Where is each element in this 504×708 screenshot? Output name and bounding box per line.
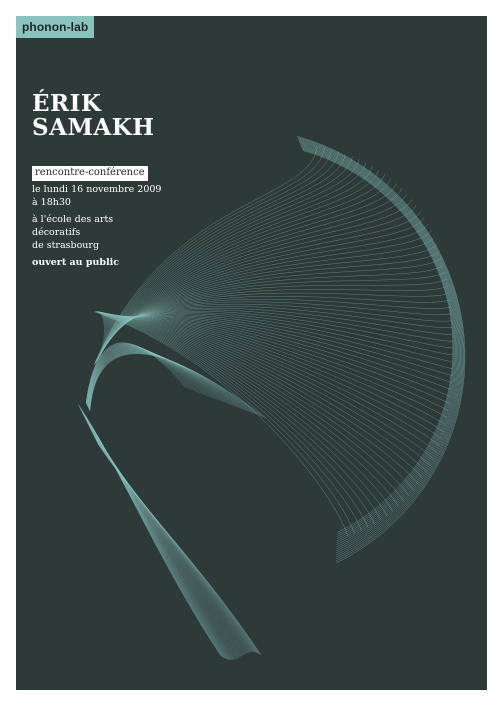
fan-rim-line [300,145,458,543]
fan-rim-line [298,138,463,558]
fan-line [99,193,408,355]
ribbon-line [97,443,262,656]
fan-rim-line [301,147,456,539]
fan-rim-line [297,136,466,564]
fan-line [95,153,346,364]
fan-line [95,151,339,364]
fan-rim-line [300,144,458,546]
fan-line [100,312,427,473]
fan-rim-line [302,149,454,535]
brand-logo: phonon-lab [16,16,95,38]
fan-rim-line [302,148,455,537]
event-access: ouvert au public [32,257,120,268]
fan-line [95,156,353,363]
fan-line [94,311,355,534]
fan-line [98,183,397,357]
fan-line [100,217,425,351]
fan-line [93,146,318,366]
fan-line [95,311,369,528]
fan-line [102,315,444,432]
event-date: le lundi 16 novembre 2009 à 18h30 [32,183,161,209]
ribbon-line [90,428,246,655]
fan-line [99,312,419,485]
fan-rim-line [298,139,462,556]
fan-line [98,311,410,497]
poster: phonon-lab ÉRIK SAMAKH rencontre-confére… [16,16,487,690]
fan-rim-line [297,137,464,560]
ribbon-line [80,408,226,659]
fan-rim-line [299,142,460,550]
fan-line [97,169,379,360]
event-date-day: le lundi 16 novembre 2009 [32,184,162,195]
fan-line [103,316,452,390]
fan-rim-group [297,136,466,564]
fan-line [96,311,375,524]
fan-line [96,311,382,521]
speaker-first-name: ÉRIK [32,90,102,117]
fan-line [100,205,417,353]
fan-line [102,316,446,426]
venue-line-3: de strasbourg [32,240,100,251]
fan-line [99,199,412,354]
fan-line [100,313,431,466]
fan-line [100,313,434,460]
event-type-badge: rencontre-conférence [32,166,148,181]
fan-line [98,174,385,359]
fan-line [96,162,367,361]
fan-line [94,149,332,365]
fan-rim-line [300,143,459,548]
fan-line [101,230,432,349]
event-venue: à l'école des arts décoratifs de strasbo… [32,213,113,252]
fan-line [94,311,349,537]
fan-rim-line [299,140,462,554]
fan-line [100,211,421,352]
venue-line-2: décoratifs [32,227,81,238]
speaker-last-name: SAMAKH [32,114,155,141]
fan-rim-line [299,141,461,552]
fan-line [96,159,360,362]
fan-line [94,148,325,365]
ribbon-lines-group [77,403,262,661]
fan-line [98,311,405,502]
fan-line [97,311,388,516]
fan-line [97,166,373,361]
fan-line [95,311,362,531]
lobe-swirl-line [89,353,267,419]
fan-line [99,311,415,491]
fan-line [97,311,394,512]
fan-line [99,312,423,479]
fan-rim-line [302,150,454,533]
fan-line [101,315,442,439]
fan-line-artwork [77,136,466,661]
venue-line-1: à l'école des arts [32,214,114,225]
fan-line [102,316,448,418]
fan-line [101,314,440,446]
speaker-name: ÉRIK SAMAKH [32,92,332,140]
lobe-swirl-group [85,342,267,419]
event-date-time: à 18h30 [32,197,71,208]
fan-line [99,188,402,356]
fan-line [98,178,391,358]
fan-line [101,314,437,453]
fan-lines-group [93,146,454,537]
fan-rim-line [301,146,457,541]
fan-line [97,311,399,507]
fan-rim-line [297,137,465,562]
fan-line [101,223,429,350]
